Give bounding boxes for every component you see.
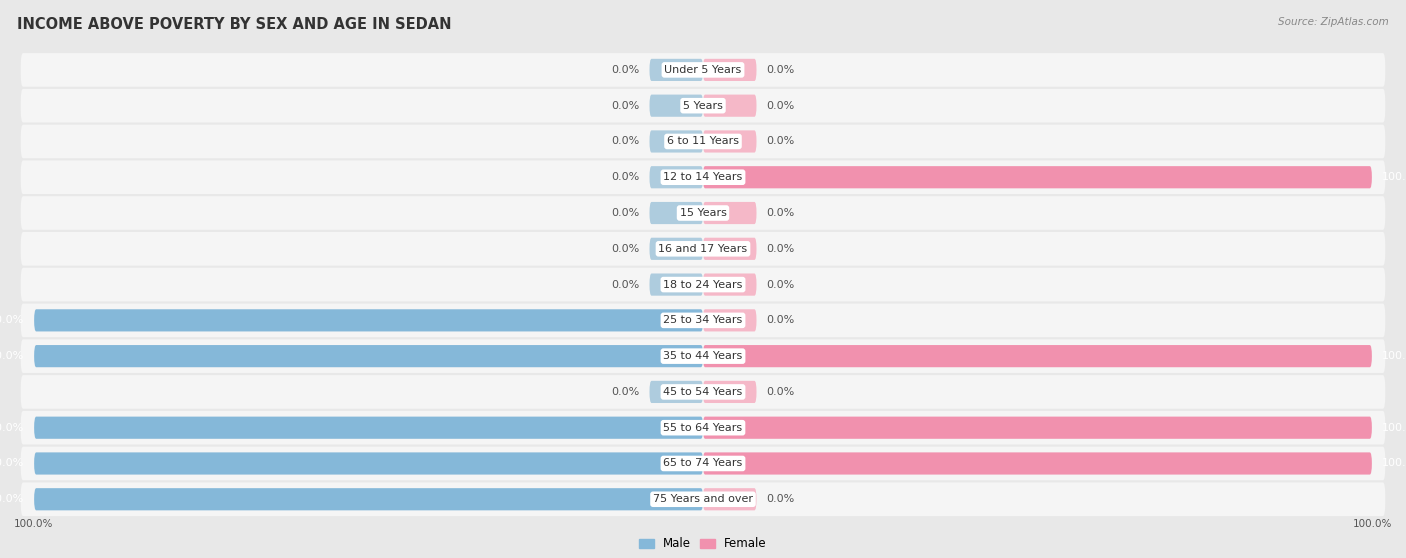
Text: 0.0%: 0.0% — [612, 137, 640, 146]
FancyBboxPatch shape — [650, 95, 703, 117]
FancyBboxPatch shape — [703, 345, 1372, 367]
Text: 35 to 44 Years: 35 to 44 Years — [664, 351, 742, 361]
Text: INCOME ABOVE POVERTY BY SEX AND AGE IN SEDAN: INCOME ABOVE POVERTY BY SEX AND AGE IN S… — [17, 17, 451, 32]
Text: 0.0%: 0.0% — [766, 137, 794, 146]
Text: 100.0%: 100.0% — [0, 494, 24, 504]
Text: 0.0%: 0.0% — [766, 208, 794, 218]
FancyBboxPatch shape — [21, 375, 1385, 409]
Text: 0.0%: 0.0% — [612, 65, 640, 75]
Text: 0.0%: 0.0% — [612, 387, 640, 397]
Text: 0.0%: 0.0% — [766, 387, 794, 397]
Text: 100.0%: 100.0% — [1353, 519, 1392, 529]
FancyBboxPatch shape — [650, 202, 703, 224]
FancyBboxPatch shape — [703, 453, 1372, 474]
Text: 100.0%: 100.0% — [1382, 351, 1406, 361]
Text: 6 to 11 Years: 6 to 11 Years — [666, 137, 740, 146]
Text: 5 Years: 5 Years — [683, 100, 723, 110]
Text: 100.0%: 100.0% — [1382, 423, 1406, 432]
FancyBboxPatch shape — [703, 417, 1372, 439]
Text: 0.0%: 0.0% — [766, 100, 794, 110]
FancyBboxPatch shape — [21, 53, 1385, 86]
Text: 0.0%: 0.0% — [612, 208, 640, 218]
Text: 100.0%: 100.0% — [14, 519, 53, 529]
FancyBboxPatch shape — [21, 232, 1385, 266]
FancyBboxPatch shape — [703, 95, 756, 117]
FancyBboxPatch shape — [650, 238, 703, 260]
Text: 16 and 17 Years: 16 and 17 Years — [658, 244, 748, 254]
FancyBboxPatch shape — [21, 483, 1385, 516]
FancyBboxPatch shape — [703, 238, 756, 260]
Text: 15 Years: 15 Years — [679, 208, 727, 218]
Text: 0.0%: 0.0% — [766, 65, 794, 75]
Text: 100.0%: 100.0% — [0, 423, 24, 432]
Text: Under 5 Years: Under 5 Years — [665, 65, 741, 75]
FancyBboxPatch shape — [650, 131, 703, 152]
Text: 0.0%: 0.0% — [612, 100, 640, 110]
FancyBboxPatch shape — [703, 166, 1372, 189]
Text: 100.0%: 100.0% — [1382, 172, 1406, 182]
Text: Source: ZipAtlas.com: Source: ZipAtlas.com — [1278, 17, 1389, 27]
FancyBboxPatch shape — [650, 381, 703, 403]
FancyBboxPatch shape — [21, 339, 1385, 373]
Legend: Male, Female: Male, Female — [634, 533, 772, 555]
FancyBboxPatch shape — [34, 417, 703, 439]
FancyBboxPatch shape — [34, 309, 703, 331]
FancyBboxPatch shape — [703, 309, 756, 331]
Text: 0.0%: 0.0% — [766, 315, 794, 325]
FancyBboxPatch shape — [34, 453, 703, 474]
FancyBboxPatch shape — [703, 202, 756, 224]
Text: 0.0%: 0.0% — [612, 244, 640, 254]
Text: 100.0%: 100.0% — [0, 315, 24, 325]
FancyBboxPatch shape — [21, 411, 1385, 445]
Text: 0.0%: 0.0% — [766, 244, 794, 254]
FancyBboxPatch shape — [21, 124, 1385, 158]
FancyBboxPatch shape — [21, 160, 1385, 194]
FancyBboxPatch shape — [34, 345, 703, 367]
FancyBboxPatch shape — [21, 304, 1385, 337]
FancyBboxPatch shape — [650, 59, 703, 81]
FancyBboxPatch shape — [703, 131, 756, 152]
Text: 0.0%: 0.0% — [766, 280, 794, 290]
FancyBboxPatch shape — [703, 59, 756, 81]
Text: 0.0%: 0.0% — [612, 280, 640, 290]
Text: 18 to 24 Years: 18 to 24 Years — [664, 280, 742, 290]
FancyBboxPatch shape — [703, 488, 756, 511]
FancyBboxPatch shape — [703, 273, 756, 296]
Text: 75 Years and over: 75 Years and over — [652, 494, 754, 504]
FancyBboxPatch shape — [650, 166, 703, 189]
Text: 45 to 54 Years: 45 to 54 Years — [664, 387, 742, 397]
Text: 100.0%: 100.0% — [0, 459, 24, 469]
FancyBboxPatch shape — [650, 273, 703, 296]
Text: 0.0%: 0.0% — [612, 172, 640, 182]
Text: 100.0%: 100.0% — [0, 351, 24, 361]
Text: 12 to 14 Years: 12 to 14 Years — [664, 172, 742, 182]
Text: 25 to 34 Years: 25 to 34 Years — [664, 315, 742, 325]
FancyBboxPatch shape — [34, 488, 703, 511]
Text: 100.0%: 100.0% — [1382, 459, 1406, 469]
FancyBboxPatch shape — [21, 89, 1385, 123]
Text: 0.0%: 0.0% — [766, 494, 794, 504]
Text: 65 to 74 Years: 65 to 74 Years — [664, 459, 742, 469]
FancyBboxPatch shape — [703, 381, 756, 403]
Text: 55 to 64 Years: 55 to 64 Years — [664, 423, 742, 432]
FancyBboxPatch shape — [21, 268, 1385, 301]
FancyBboxPatch shape — [21, 196, 1385, 230]
FancyBboxPatch shape — [21, 446, 1385, 480]
